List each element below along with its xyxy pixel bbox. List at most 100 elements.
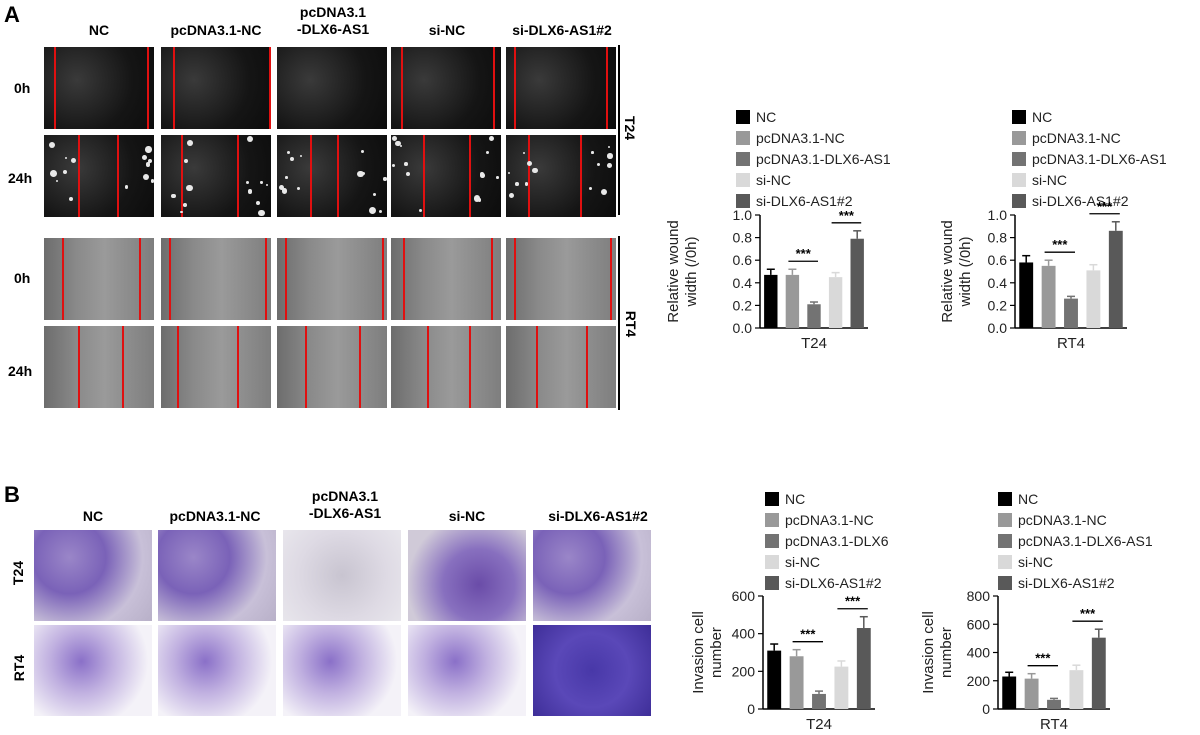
cell-speck bbox=[607, 153, 613, 159]
wound-edge-line bbox=[469, 326, 471, 408]
t24-group-bracket bbox=[618, 45, 620, 215]
significance-label: *** bbox=[796, 246, 812, 261]
wound-edge-line bbox=[514, 47, 516, 129]
legend-entry: pcDNA3.1-DLX6 bbox=[785, 533, 889, 549]
wound-edge-line bbox=[177, 326, 179, 408]
y-tick-label: 0 bbox=[747, 701, 755, 717]
wound-edge-line bbox=[536, 326, 538, 408]
wound-edge-line bbox=[147, 47, 149, 129]
wound-edge-line bbox=[423, 135, 425, 217]
cell-speck bbox=[143, 174, 149, 180]
bar bbox=[764, 275, 777, 328]
y-tick-label: 0.0 bbox=[988, 320, 1008, 336]
legend-swatch bbox=[1012, 152, 1026, 166]
wound-image bbox=[161, 326, 271, 408]
bar bbox=[807, 304, 820, 328]
legend-swatch bbox=[1012, 110, 1026, 124]
cell-speck bbox=[145, 146, 151, 152]
cell-speck bbox=[246, 181, 249, 184]
legend-swatch bbox=[1012, 131, 1026, 145]
cell-speck bbox=[65, 157, 67, 159]
wound-edge-line bbox=[491, 238, 493, 320]
y-tick-label: 400 bbox=[732, 626, 756, 642]
cell-speck bbox=[400, 145, 402, 147]
wound-edge-line bbox=[265, 238, 267, 320]
y-tick-label: 600 bbox=[967, 616, 991, 632]
y-axis-label-line2: width (/0h) bbox=[957, 236, 974, 307]
legend-entry: NC bbox=[1032, 109, 1052, 125]
y-tick-label: 200 bbox=[732, 663, 756, 679]
legend-entry: pcDNA3.1-NC bbox=[785, 512, 874, 528]
legend-swatch bbox=[1012, 194, 1026, 208]
bar bbox=[1002, 677, 1016, 709]
x-axis-label: RT4 bbox=[1040, 716, 1068, 732]
legend-swatch bbox=[736, 152, 750, 166]
wound-edge-line bbox=[337, 135, 339, 217]
legend-entry: si-NC bbox=[1018, 554, 1053, 570]
cell-speck bbox=[50, 170, 57, 177]
cell-speck bbox=[496, 176, 499, 179]
cell-speck bbox=[357, 171, 364, 178]
bar bbox=[786, 275, 799, 328]
x-axis-label: T24 bbox=[806, 716, 832, 732]
cell-speck bbox=[589, 187, 592, 190]
invasion-image bbox=[408, 530, 526, 621]
rt4-group-label: RT4 bbox=[623, 311, 639, 337]
wound-edge-line bbox=[606, 47, 608, 129]
wound-edge-line bbox=[469, 135, 471, 217]
panel-a-col-pcdna-dlx6: pcDNA3.1 -DLX6-AS1 bbox=[274, 4, 392, 38]
legend-entry: pcDNA3.1-DLX6-AS1 bbox=[1018, 533, 1153, 549]
y-tick-label: 1.0 bbox=[733, 207, 753, 223]
bar bbox=[767, 651, 781, 709]
invasion-image bbox=[158, 530, 276, 621]
panel-a-col-si-nc: si-NC bbox=[388, 22, 506, 39]
wound-edge-line bbox=[173, 47, 175, 129]
legend-entry: si-DLX6-AS1#2 bbox=[756, 193, 853, 209]
cell-speck bbox=[379, 210, 382, 213]
wound-edge-line bbox=[586, 326, 588, 408]
bar bbox=[1064, 299, 1078, 328]
cell-speck bbox=[419, 209, 422, 212]
wound-edge-line bbox=[401, 47, 403, 129]
wound-edge-line bbox=[78, 135, 80, 217]
chart-invasion-rt4: NC pcDNA3.1-NC pcDNA3.1-DLX6-AS1 si-NC si-DL… bbox=[915, 482, 1185, 732]
cell-speck bbox=[260, 181, 262, 183]
bar bbox=[1069, 670, 1083, 709]
bar bbox=[1042, 266, 1056, 328]
wound-edge-line bbox=[269, 47, 271, 129]
wound-image bbox=[161, 135, 271, 217]
wound-edge-line bbox=[403, 238, 405, 320]
panel-a-col-si-dlx6: si-DLX6-AS1#2 bbox=[500, 22, 624, 39]
rt4-group-bracket bbox=[618, 236, 620, 410]
panel-a-row-24h-rt4: 24h bbox=[8, 363, 32, 379]
y-tick-label: 0.2 bbox=[988, 297, 1008, 313]
legend-swatch bbox=[998, 576, 1012, 590]
cell-speck bbox=[369, 207, 376, 214]
legend-entry: si-DLX6-AS1#2 bbox=[1032, 193, 1129, 209]
significance-label: *** bbox=[839, 208, 855, 223]
y-tick-label: 0.6 bbox=[733, 252, 753, 268]
wound-edge-line bbox=[580, 135, 582, 217]
y-axis-label-line2: number bbox=[938, 627, 955, 678]
panel-a-letter: A bbox=[4, 2, 20, 28]
significance-label: *** bbox=[800, 627, 816, 642]
cell-speck bbox=[392, 164, 395, 167]
y-axis-label-line1: Invasion cell bbox=[920, 611, 937, 694]
legend-swatch bbox=[998, 555, 1012, 569]
wound-edge-line bbox=[493, 47, 495, 129]
invasion-image bbox=[34, 530, 152, 621]
bar bbox=[1047, 700, 1061, 709]
cell-speck bbox=[480, 173, 485, 178]
legend-swatch bbox=[765, 576, 779, 590]
x-axis-label: RT4 bbox=[1057, 335, 1085, 352]
bar bbox=[1109, 231, 1123, 328]
y-tick-label: 1.0 bbox=[988, 207, 1008, 223]
y-tick-label: 200 bbox=[967, 673, 991, 689]
cell-speck bbox=[49, 142, 55, 148]
wound-image bbox=[506, 326, 616, 408]
cell-speck bbox=[608, 146, 610, 148]
wound-image bbox=[391, 238, 501, 320]
cell-speck bbox=[478, 198, 482, 202]
cell-speck bbox=[151, 179, 154, 183]
legend-entry: si-DLX6-AS1#2 bbox=[1018, 575, 1115, 591]
